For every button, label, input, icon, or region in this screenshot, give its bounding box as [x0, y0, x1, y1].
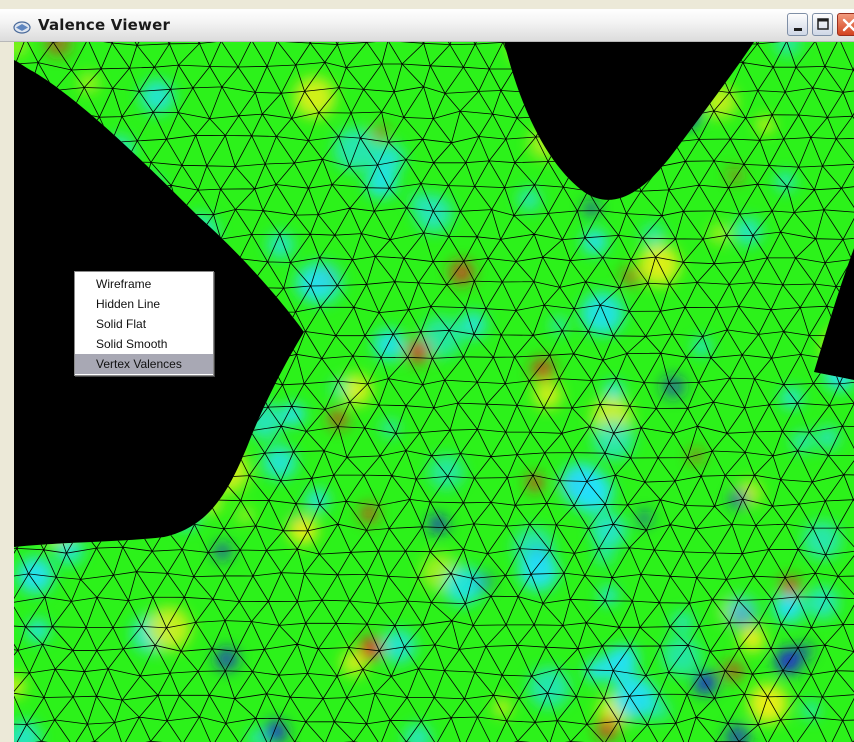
window-title: Valence Viewer — [38, 16, 171, 34]
valence-blob — [381, 629, 416, 663]
close-icon — [842, 18, 854, 32]
valence-blob — [710, 224, 730, 244]
valence-blob — [613, 676, 657, 720]
valence-blob — [264, 720, 287, 742]
valence-blob — [140, 79, 175, 114]
close-button[interactable] — [837, 13, 854, 36]
valence-blob — [26, 619, 50, 642]
valence-blob — [14, 42, 27, 56]
valence-blob — [583, 200, 600, 217]
menu-item-hidden-line[interactable]: Hidden Line — [96, 297, 161, 311]
menu-item-wireframe[interactable]: Wireframe — [96, 277, 152, 291]
valence-blob — [689, 449, 703, 464]
valence-blob — [599, 585, 619, 606]
valence-blob — [44, 42, 71, 57]
valence-blob — [341, 650, 367, 676]
valence-blob — [14, 720, 41, 742]
valence-blob — [429, 515, 448, 534]
valence-blob — [449, 260, 474, 285]
valence-blob — [359, 504, 379, 523]
valence-blob — [373, 126, 387, 140]
valence-blob — [594, 546, 614, 565]
valence-blob — [796, 642, 813, 659]
valence-blob — [692, 337, 711, 356]
valence-blob — [601, 647, 637, 683]
valence-blob — [641, 223, 665, 247]
valence-mesh-canvas[interactable] — [14, 42, 854, 742]
valence-blob — [330, 379, 348, 397]
valence-blob — [294, 77, 335, 118]
valence-blob — [459, 311, 487, 339]
minimize-icon — [794, 28, 802, 31]
minimize-button[interactable] — [787, 13, 808, 36]
maximize-icon — [817, 18, 829, 30]
valence-blob — [55, 536, 83, 565]
valence-blob — [591, 513, 627, 549]
valence-blob — [359, 636, 383, 661]
valence-blob — [725, 595, 757, 628]
menu-item-vertex-valences[interactable]: Vertex Valences — [75, 354, 213, 374]
valence-blob — [671, 611, 694, 634]
valence-blob — [661, 375, 685, 399]
valence-blob — [513, 526, 554, 568]
valence-blob — [403, 723, 432, 742]
valence-blob — [621, 267, 641, 286]
valence-blob — [494, 699, 511, 717]
valence-blob — [282, 402, 305, 426]
valence-blob — [517, 187, 541, 211]
render-mode-menu: Wireframe Hidden Line Solid Flat Solid S… — [74, 271, 214, 376]
valence-blob — [14, 675, 25, 698]
valence-blob — [533, 380, 562, 409]
valence-blob — [733, 217, 763, 246]
menu-item-solid-smooth[interactable]: Solid Smooth — [96, 337, 168, 351]
valence-blob — [373, 328, 406, 361]
valence-blob — [595, 717, 619, 741]
valence-blob — [802, 520, 842, 560]
valence-blob — [215, 647, 239, 671]
valence-blob — [730, 490, 748, 508]
valence-blob — [580, 292, 624, 336]
valence-blob — [582, 229, 608, 255]
valence-blob — [816, 426, 840, 450]
valence-blob — [328, 408, 349, 429]
valence-blob — [306, 488, 329, 512]
valence-blob — [406, 339, 431, 364]
valence-blob — [79, 73, 99, 93]
valence-blob — [560, 463, 603, 505]
valence-blob — [147, 606, 191, 651]
valence-blob — [414, 194, 453, 233]
menu-item-solid-flat[interactable]: Solid Flat — [96, 317, 147, 331]
maximize-button[interactable] — [812, 13, 833, 36]
valence-blob — [528, 666, 570, 709]
valence-blob — [530, 357, 555, 382]
mesh-viewport[interactable] — [14, 42, 854, 742]
valence-blob — [725, 724, 750, 742]
valence-blob — [604, 381, 624, 401]
valence-blob — [791, 430, 813, 453]
valence-blob — [267, 231, 294, 259]
valence-blob — [288, 515, 318, 545]
valence-blob — [443, 566, 483, 605]
valence-blob — [727, 168, 743, 183]
valence-blob — [806, 586, 839, 619]
valence-blob — [237, 507, 254, 523]
valence-blob — [748, 684, 788, 724]
valence-blob — [773, 592, 804, 623]
valence-blob — [757, 116, 774, 133]
valence-blob — [780, 387, 803, 409]
valence-blob — [739, 625, 766, 652]
valence-blob — [17, 557, 54, 594]
valence-blob — [262, 445, 297, 480]
app-icon — [13, 19, 31, 34]
title-bar[interactable]: Valence Viewer — [0, 9, 854, 42]
